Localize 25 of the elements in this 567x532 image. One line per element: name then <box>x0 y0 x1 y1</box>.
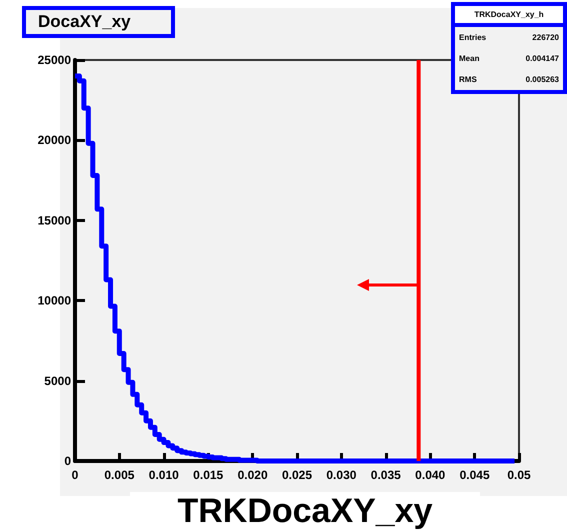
y-tick-label: 15000 <box>38 213 72 228</box>
x-tick-label: 0.040 <box>415 468 446 482</box>
y-tick-label: 0 <box>64 454 72 468</box>
x-tick-label: 0.025 <box>282 468 312 482</box>
text: 0.004147 <box>526 54 559 63</box>
y-tick-label: 20000 <box>38 133 72 148</box>
x-tick-label: 0.035 <box>370 468 402 482</box>
x-tick-label: 0.045 <box>460 468 490 482</box>
x-axis-title: TRKDocaXY_xy <box>130 492 480 531</box>
text: Entries <box>459 33 486 42</box>
annotation: RMS <box>459 75 477 84</box>
text: TRKDocaXY_xy_h <box>455 6 563 27</box>
y-tick-label: 5000 <box>44 374 72 388</box>
text: 0.005263 <box>526 75 559 84</box>
x-tick-label: 0.005 <box>104 468 135 482</box>
y-tick-label: 25000 <box>38 53 72 67</box>
x-tick-label: 0.030 <box>326 468 357 482</box>
text: 226720 <box>532 33 559 42</box>
x-tick-label: 0.015 <box>193 468 224 482</box>
chart-title: DocaXY_xy <box>22 6 175 38</box>
annotation: Mean <box>459 54 480 63</box>
x-tick-label: 0.010 <box>148 468 180 482</box>
x-tick-label: 0.020 <box>238 468 268 482</box>
y-tick-label: 10000 <box>38 294 72 308</box>
x-tick-label: 0.05 <box>507 468 531 482</box>
